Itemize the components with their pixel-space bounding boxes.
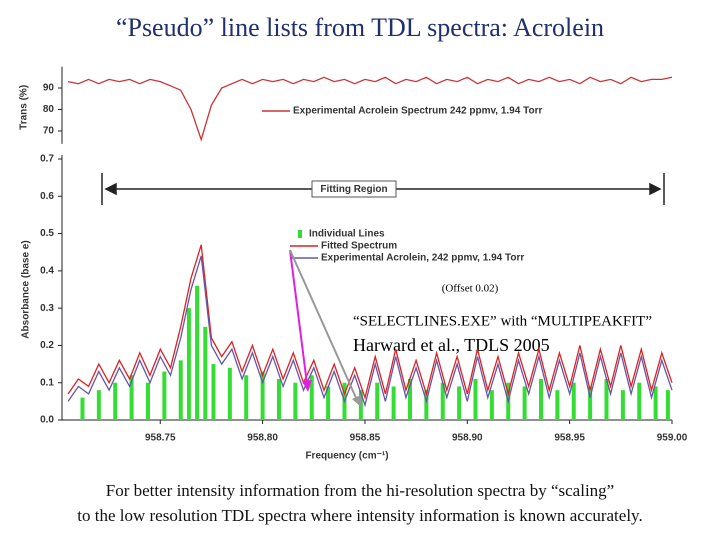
line-bar <box>293 382 298 420</box>
y-tick-label: 0.2 <box>40 340 54 351</box>
line-bar <box>186 308 191 420</box>
spectrum-line <box>67 244 673 400</box>
line-bar <box>195 285 200 420</box>
line-bar <box>80 397 85 420</box>
line-bar <box>129 375 134 420</box>
footer-line: For better intensity information from th… <box>106 481 614 500</box>
line-bar <box>309 375 314 420</box>
slide-title: “Pseudo” line lists from TDL spectra: Ac… <box>116 13 604 42</box>
line-bar <box>604 378 609 420</box>
legend-label: Individual Lines <box>309 229 385 240</box>
line-bar <box>203 326 208 420</box>
y-tick-label: 70 <box>43 126 55 137</box>
legend-label: Experimental Acrolein, 242 ppmv, 1.94 To… <box>321 253 524 264</box>
y-axis-label: Absorbance (base e) <box>21 240 32 338</box>
line-bar <box>588 386 593 420</box>
legend-label: Fitted Spectrum <box>321 241 397 252</box>
footer-line: to the low resolution TDL spectra where … <box>77 506 642 525</box>
y-tick-label: 0.1 <box>40 377 54 388</box>
line-bar <box>440 382 445 420</box>
fitting-region <box>101 173 665 205</box>
y-tick-label: 0.7 <box>40 154 54 165</box>
line-bar <box>178 360 183 420</box>
line-bar <box>424 390 429 420</box>
y-tick-label: 80 <box>43 104 55 115</box>
line-bar <box>211 364 216 420</box>
arrow-head <box>352 395 361 407</box>
y-axis-label: Trans (%) <box>19 85 30 130</box>
x-tick-label: 958.85 <box>350 433 381 444</box>
line-bar <box>276 378 281 420</box>
y-tick-label: 0.4 <box>40 265 54 276</box>
x-tick-label: 958.75 <box>145 433 176 444</box>
line-bar <box>571 382 576 420</box>
legend-label: Experimental Acrolein Spectrum 242 ppmv,… <box>293 106 542 117</box>
line-bar <box>653 386 658 420</box>
x-tick-label: 958.80 <box>247 433 278 444</box>
arrow <box>289 249 308 385</box>
arrow <box>289 249 358 401</box>
line-bar <box>473 378 478 420</box>
legend-swatch <box>298 230 302 238</box>
line-bar <box>260 371 265 420</box>
annotation: Fitting Region <box>320 184 387 195</box>
line-bar <box>457 386 462 420</box>
x-axis-label: Frequency (cm⁻¹) <box>305 451 388 462</box>
annotation: (Offset 0.02) <box>442 283 499 295</box>
line-bar <box>227 367 232 420</box>
y-tick-label: 0.3 <box>40 303 54 314</box>
pointer-arrows <box>289 249 361 407</box>
y-tick-label: 90 <box>43 83 55 94</box>
annotation: “SELECTLINES.EXE” with “MULTIPEAKFIT” <box>353 313 652 329</box>
line-bar <box>162 371 167 420</box>
line-bar <box>407 378 412 420</box>
line-bar <box>538 378 543 420</box>
line-bar <box>244 375 249 420</box>
line-bar <box>637 382 642 420</box>
x-tick-label: 958.95 <box>554 433 585 444</box>
line-bar <box>489 390 494 420</box>
spectrum-line <box>67 255 673 408</box>
y-tick-label: 0.5 <box>40 228 54 239</box>
arrow-head <box>302 380 312 392</box>
line-bar <box>375 382 380 420</box>
line-bar <box>326 386 331 420</box>
y-tick-label: 0.0 <box>40 415 54 426</box>
line-bar <box>522 386 527 420</box>
line-bar <box>391 386 396 420</box>
y-tick-label: 0.6 <box>40 191 54 202</box>
line-bar <box>555 390 560 420</box>
line-bar <box>665 390 670 420</box>
x-tick-label: 959.00 <box>657 433 688 444</box>
x-tick-label: 958.90 <box>452 433 483 444</box>
line-bar <box>113 382 118 420</box>
line-bar <box>620 390 625 420</box>
line-bar <box>145 382 150 420</box>
spectrum-line <box>67 76 673 142</box>
line-bar <box>96 390 101 420</box>
annotation: Harward et al., TDLS 2005 <box>353 335 550 355</box>
